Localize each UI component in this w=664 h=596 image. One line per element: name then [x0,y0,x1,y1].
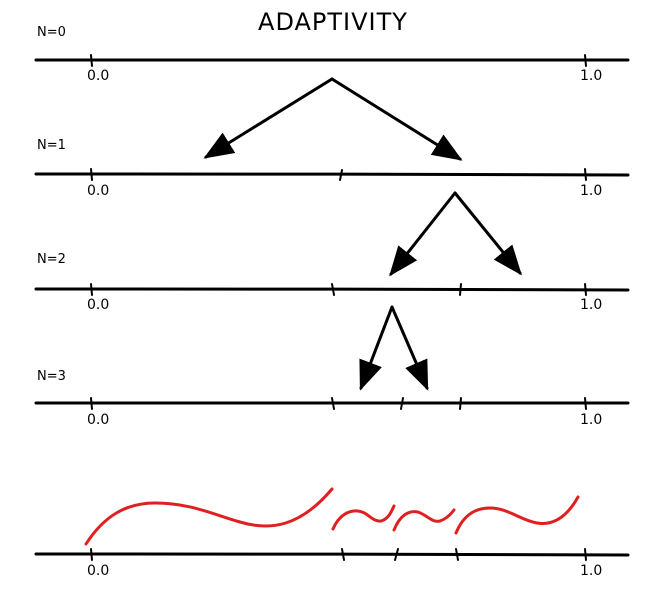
axis-label-start-n3: 0.0 [87,412,109,428]
axis-label-end-n0: 1.0 [580,68,602,84]
arrow-n0-right [330,77,463,161]
row-label-n3: N=3 [37,369,66,384]
arrow-n2-right [390,305,429,391]
split-tick-n2-mid [331,283,335,296]
axis-label-start-n1: 0.0 [87,183,109,199]
arrow-n1-left [389,191,457,277]
axis-line-n1 [34,172,630,177]
arrow-n1-right [453,191,522,276]
axis-label-end-n1: 1.0 [580,183,602,199]
axis-line-bottom [34,552,630,557]
axis-label-end-n2: 1.0 [580,297,602,313]
fit-curve-segment-2 [331,504,396,531]
fit-curve-segment-3 [392,508,456,532]
tick-end-n0 [584,54,587,67]
tick-start-n1 [90,168,93,181]
arrow-n2-left [359,305,394,391]
arrow-n0-left [203,77,334,159]
axis-label-start-bottom: 0.0 [87,563,109,579]
split-tick-bottom-threequarter [455,548,459,561]
axis-label-start-n0: 0.0 [87,68,109,84]
split-tick-n1-mid [339,169,343,181]
axis-line-n2 [34,287,630,292]
tick-end-n2 [584,283,587,296]
row-label-n2: N=2 [37,252,66,267]
split-tick-n3-mid [331,397,335,410]
fit-curve-segment-4 [454,495,580,535]
tick-end-n1 [584,168,587,181]
tick-start-n0 [90,54,93,67]
split-tick-n2-threequarter [459,283,462,296]
tick-start-bottom [90,548,93,561]
axis-label-end-n3: 1.0 [580,412,602,428]
tick-start-n3 [90,397,93,410]
split-tick-bottom-mid [341,548,345,561]
split-tick-n3-fivet [400,397,404,410]
tick-end-n3 [584,397,587,410]
axis-line-n0 [34,58,630,62]
diagram-title: ADAPTIVITY [258,8,408,36]
axis-label-end-bottom: 1.0 [580,563,602,579]
split-tick-n3-threequarter [459,397,462,410]
tick-end-bottom [584,548,587,561]
row-label-n0: N=0 [37,25,66,40]
axis-line-n3 [34,401,630,405]
tick-start-n2 [90,283,93,296]
row-label-n1: N=1 [37,138,66,153]
fit-curve-segment-1 [84,487,334,546]
split-tick-bottom-fivet [394,548,399,561]
axis-label-start-n2: 0.0 [87,297,109,313]
